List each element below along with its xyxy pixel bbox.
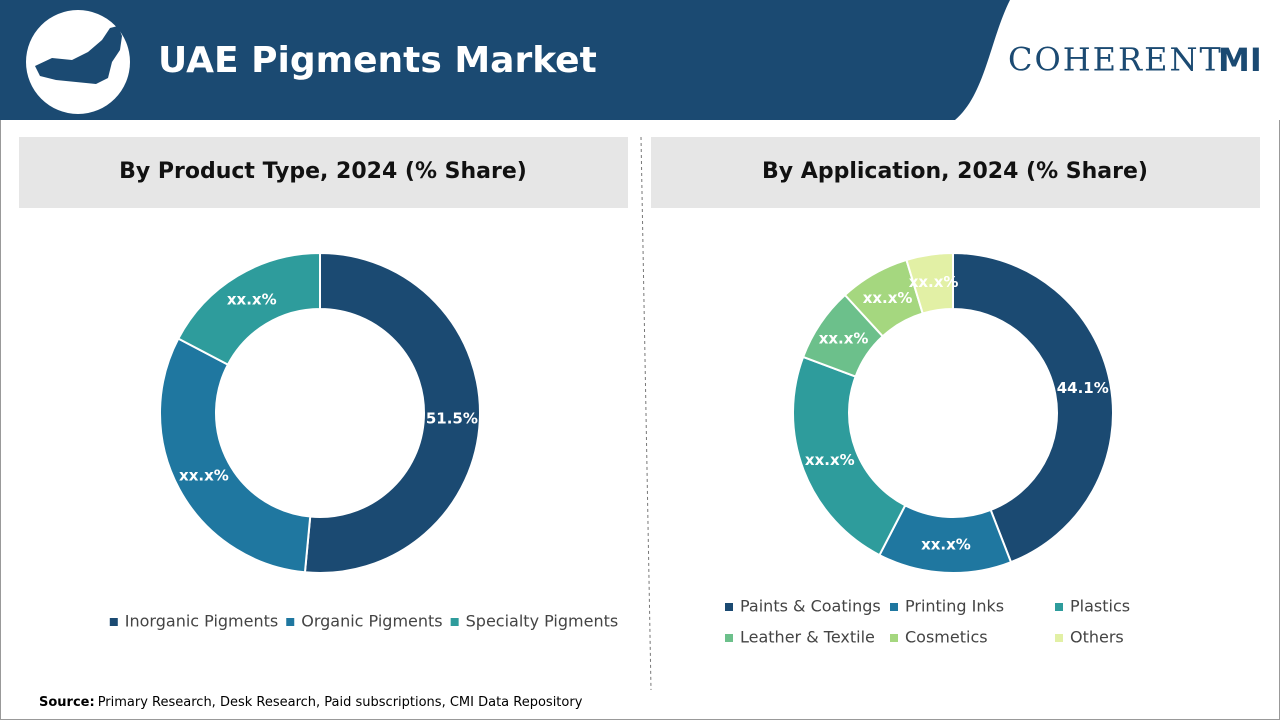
legend-label: Printing Inks [905, 597, 1004, 616]
panel-header [651, 137, 1260, 208]
divider [640, 136, 652, 691]
legend-label: Specialty Pigments [466, 612, 619, 631]
legend-marker [890, 603, 898, 611]
slice-label: xx.x% [227, 291, 277, 309]
slice [792, 355, 907, 557]
legend-marker [450, 618, 459, 626]
slice [952, 251, 1114, 564]
legend-marker [725, 603, 733, 611]
logo-name: COHERENT [1008, 41, 1223, 79]
source-text: Primary Research, Desk Research, Paid su… [98, 695, 583, 710]
slice-label: xx.x% [863, 289, 913, 307]
slice-label: xx.x% [819, 330, 869, 348]
legend-marker [1055, 634, 1063, 642]
slice-label: 51.5% [426, 410, 478, 428]
legend-marker [890, 634, 898, 642]
legend-label: Cosmetics [905, 628, 988, 647]
legend-label: Paints & Coatings [740, 597, 881, 616]
legend-label: Plastics [1070, 597, 1130, 616]
slice-label: xx.x% [805, 451, 855, 469]
slice [177, 251, 321, 366]
chart-title: By Product Type, 2024 (% Share) [119, 159, 527, 184]
map-icon [35, 26, 122, 84]
legend-label: Inorganic Pigments [125, 612, 278, 631]
chart-title: By Application, 2024 (% Share) [762, 159, 1148, 184]
source-label: Source: [39, 695, 95, 710]
slice-label: 44.1% [1057, 379, 1109, 397]
panel-header [19, 137, 628, 208]
slice [159, 337, 312, 574]
slice [905, 251, 954, 315]
slice-label: xx.x% [909, 273, 959, 291]
slice [303, 251, 481, 574]
legend-label: Organic Pigments [301, 612, 442, 631]
source: Source: Primary Research, Desk Research, … [39, 695, 583, 710]
legend-marker [286, 618, 295, 626]
legend-marker [725, 634, 733, 642]
legend-label: Leather & Textile [740, 628, 875, 647]
slice-label: xx.x% [179, 466, 229, 484]
logo-area [955, 0, 1280, 120]
slice-label: xx.x% [921, 535, 971, 553]
logo-suffix: MI [1218, 41, 1262, 79]
legend-marker [109, 618, 118, 626]
legend-marker [1055, 603, 1063, 611]
legend-label: Others [1070, 628, 1124, 647]
page-title: UAE Pigments Market [158, 40, 597, 81]
